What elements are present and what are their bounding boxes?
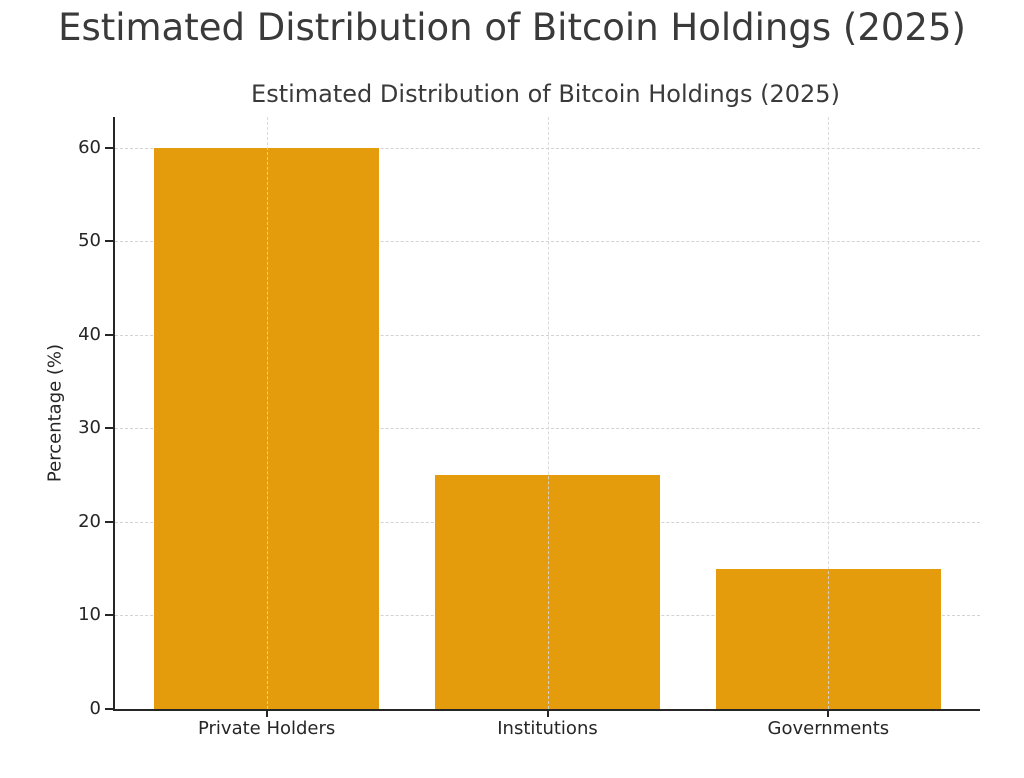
x-tick-label: Private Holders [197,718,336,739]
y-tick-mark [105,427,113,430]
y-tick-label: 0 [89,698,101,719]
x-tick-label: Governments [767,718,890,739]
y-tick-mark [105,614,113,617]
y-tick-mark [105,240,113,243]
y-tick-label: 50 [78,230,101,252]
y-tick-mark [105,708,113,710]
y-axis-label: Percentage (%) [44,343,66,483]
y-tick-label: 20 [78,510,101,532]
vertical-gridline [547,117,549,709]
y-tick-label: 40 [78,323,101,345]
x-tick-mark [546,711,549,717]
page-title: Estimated Distribution of Bitcoin Holdin… [58,6,966,49]
bar-institutions [435,475,660,709]
x-tick-mark [265,711,268,717]
y-tick-mark [105,333,113,336]
y-tick-label: 60 [78,136,101,158]
chart-title: Estimated Distribution of Bitcoin Holdin… [251,80,840,108]
y-tick-mark [105,520,113,523]
x-tick-label: Institutions [497,718,598,739]
bar-governments [716,568,941,709]
y-tick-label: 30 [78,417,101,439]
vertical-gridline [266,117,268,709]
vertical-gridline [828,117,830,709]
x-tick-mark [827,711,830,717]
y-tick-label: 10 [78,604,101,626]
plot-area: Percentage (%) 0 10 20 30 40 50 60 Private Hold… [45,117,980,739]
y-tick-mark [105,146,113,149]
